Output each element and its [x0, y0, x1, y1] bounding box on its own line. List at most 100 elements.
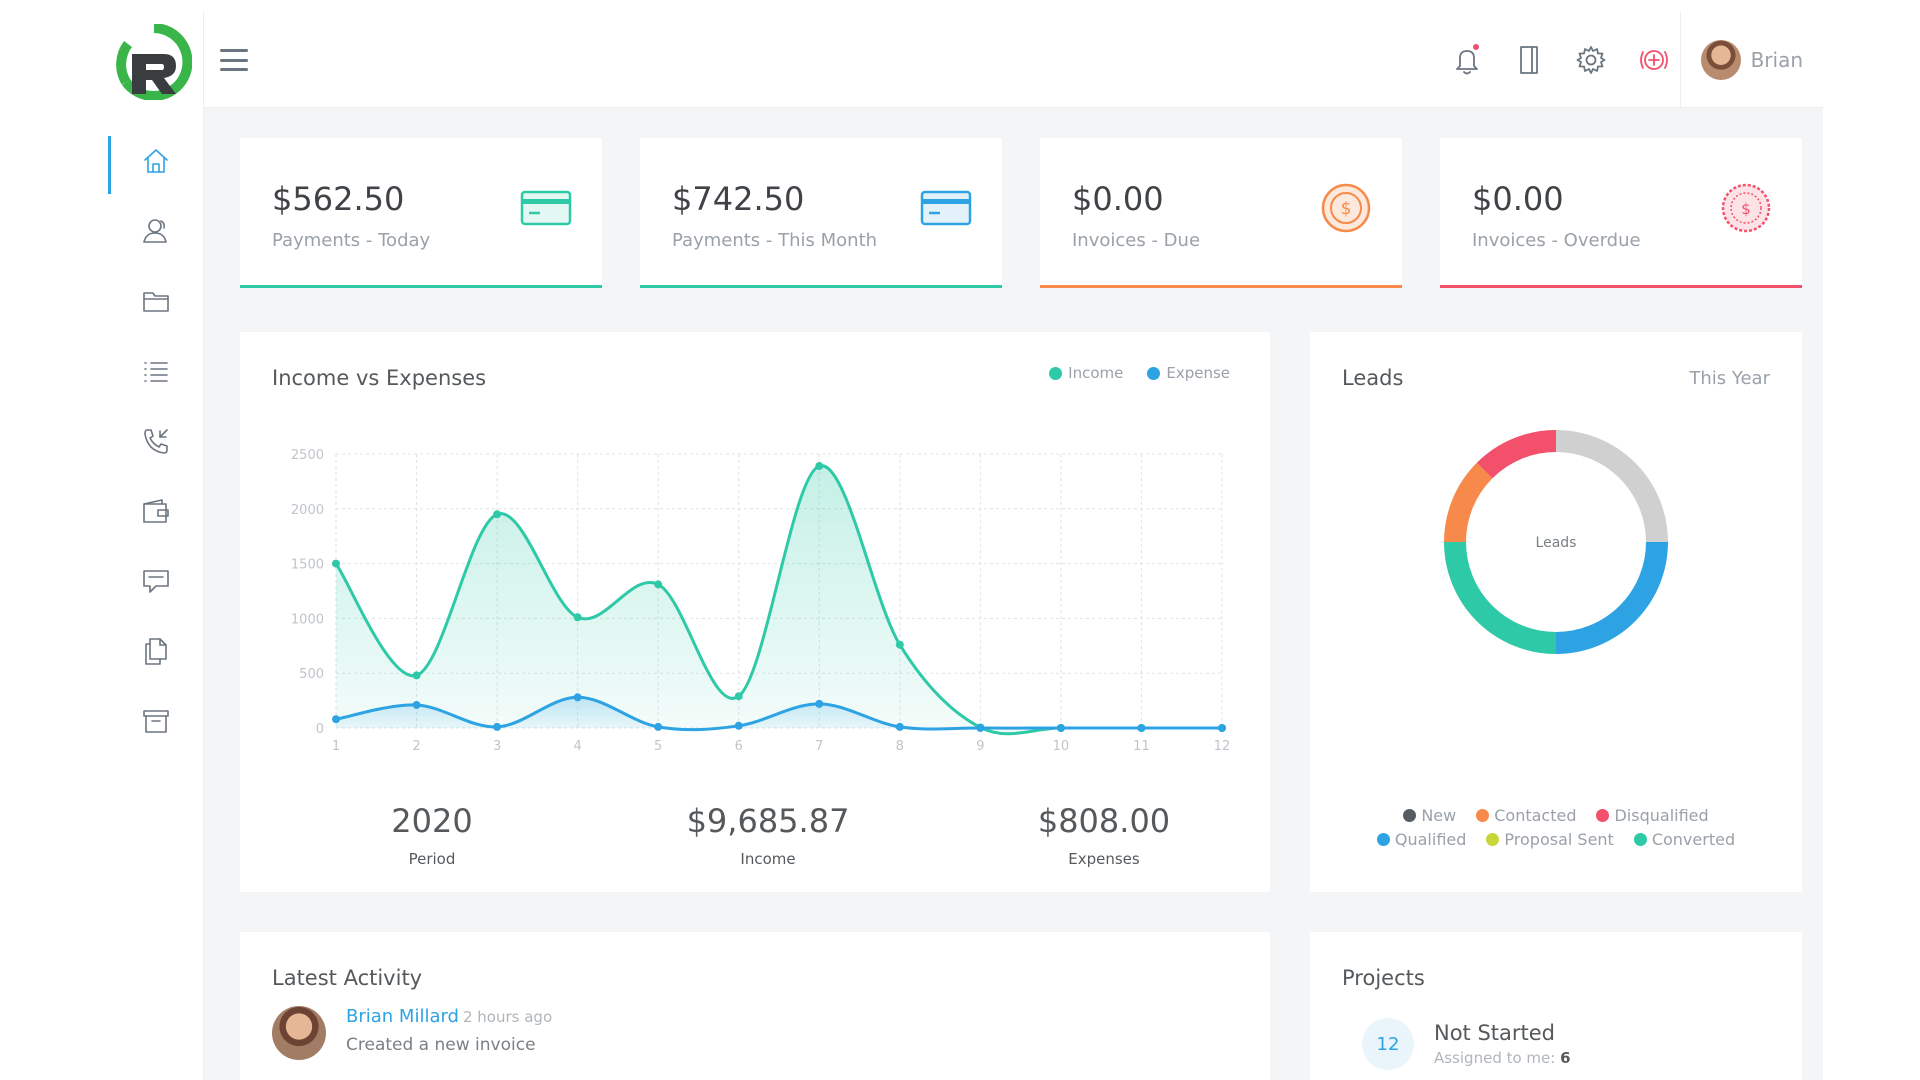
home-icon [144, 149, 168, 173]
data-point-expense [734, 721, 743, 730]
data-point-expense [1218, 724, 1226, 732]
summary-income: $9,685.87 Income [618, 802, 918, 868]
nav-item-calls[interactable] [108, 406, 204, 476]
app-logo[interactable] [116, 23, 193, 101]
notes-button[interactable] [1509, 40, 1549, 80]
y-tick-label: 500 [299, 667, 324, 682]
data-point-expense [1137, 724, 1146, 732]
series-line-income [334, 464, 1222, 736]
summary-value: $9,685.87 [686, 802, 850, 840]
archive-icon [143, 710, 169, 733]
stat-card-invoices-overdue[interactable]: $0.00 Invoices - Overdue $ [1440, 138, 1802, 288]
notifications-button[interactable] [1447, 40, 1487, 80]
summary-label: Period [408, 850, 456, 868]
legend-item-income[interactable]: Income [1049, 364, 1123, 382]
panel-title: Latest Activity [272, 966, 423, 990]
support-button[interactable] [1633, 40, 1673, 80]
y-tick-label: 1500 [291, 558, 324, 573]
donut-slice-unlabeled [1555, 430, 1668, 543]
nav-item-customers[interactable] [108, 196, 204, 266]
data-point-expense [654, 722, 663, 731]
settings-button[interactable] [1571, 40, 1611, 80]
data-point-income [895, 640, 904, 649]
x-tick-label: 5 [654, 739, 662, 754]
phone-incoming-icon [144, 429, 168, 454]
documents-icon [145, 638, 167, 665]
legend-item-converted[interactable]: Converted [1633, 830, 1735, 849]
nav-item-messages[interactable] [108, 546, 204, 616]
gear-icon [1576, 46, 1606, 74]
donut-slice-qualified [1555, 541, 1668, 654]
leads-donut-chart: Leads [1444, 430, 1668, 654]
legend-item-proposal-sent[interactable]: Proposal Sent [1486, 830, 1614, 849]
data-point-expense [976, 724, 985, 732]
data-point-expense [1056, 724, 1065, 732]
x-tick-label: 4 [573, 739, 581, 754]
donut-slice-converted [1444, 541, 1557, 654]
folder-icon [143, 292, 169, 312]
x-tick-label: 3 [493, 739, 501, 754]
data-point-income [734, 692, 743, 701]
user-name: Brian [1750, 48, 1803, 72]
nav-item-archive[interactable] [108, 686, 204, 756]
stat-card-payments-month[interactable]: $742.50 Payments - This Month [640, 138, 1002, 288]
nav-item-projects[interactable] [108, 266, 204, 336]
x-tick-label: 11 [1133, 739, 1150, 754]
project-status-item[interactable]: 12 Not Started Assigned to me: 6 [1362, 1018, 1571, 1070]
legend-item-new[interactable]: New [1403, 806, 1456, 825]
nav-item-finance[interactable] [108, 476, 204, 546]
sidebar [108, 12, 204, 1080]
legend-item-expense[interactable]: Expense [1147, 364, 1230, 382]
summary-label: Expenses [1068, 850, 1140, 868]
data-point-income [654, 580, 663, 589]
y-tick-label: 1000 [291, 612, 324, 627]
bell-icon [1456, 50, 1478, 75]
avatar [1700, 40, 1741, 80]
data-point-expense [815, 699, 824, 708]
legend-item-disqualified[interactable]: Disqualified [1596, 806, 1709, 825]
stat-amount: $742.50 [672, 180, 805, 218]
data-point-expense [895, 722, 904, 731]
data-point-income [573, 613, 582, 622]
panel-title: Projects [1342, 966, 1425, 990]
y-tick-label: 2000 [291, 503, 324, 518]
notebook-icon [1520, 46, 1538, 74]
summary-label: Income [740, 850, 796, 868]
nav-item-tasks[interactable] [108, 336, 204, 406]
stat-label: Invoices - Due [1072, 230, 1201, 251]
credit-card-icon [920, 190, 972, 226]
legend-item-qualified[interactable]: Qualified [1376, 830, 1466, 849]
summary-period: 2020 Period [282, 802, 582, 868]
projects-panel: Projects 12 Not Started Assigned to me: … [1310, 932, 1802, 1080]
stat-amount: $0.00 [1472, 180, 1564, 218]
legend-item-contacted[interactable]: Contacted [1476, 806, 1576, 825]
dollar-coin-icon: $ [1321, 183, 1371, 233]
svg-text:$: $ [1741, 200, 1751, 218]
panel-title: Income vs Expenses [272, 366, 487, 390]
x-tick-label: 12 [1214, 739, 1231, 754]
user-menu[interactable]: Brian [1700, 40, 1803, 80]
stat-label: Payments - Today [272, 230, 431, 251]
sidebar-nav [108, 126, 204, 756]
stat-card-invoices-due[interactable]: $0.00 Invoices - Due $ [1040, 138, 1402, 288]
project-count-badge: 12 [1362, 1018, 1414, 1070]
project-assigned: Assigned to me: 6 [1434, 1049, 1571, 1067]
stat-label: Invoices - Overdue [1472, 230, 1641, 251]
y-tick-label: 0 [316, 722, 324, 737]
nav-item-files[interactable] [108, 616, 204, 686]
x-tick-label: 10 [1053, 739, 1070, 754]
stat-card-payments-today[interactable]: $562.50 Payments - Today [240, 138, 602, 288]
leads-period-filter[interactable]: This Year [1689, 368, 1770, 389]
income-expenses-panel: Income vs Expenses Income Expense 0 500 10… [240, 332, 1270, 892]
chart-legend: Income Expense [1049, 364, 1230, 382]
data-point-expense [412, 700, 421, 709]
leads-legend-row-2: Qualified Proposal Sent Converted [1310, 830, 1802, 849]
credit-card-icon [520, 190, 572, 226]
project-status-title: Not Started [1434, 1021, 1556, 1045]
menu-toggle-button[interactable] [220, 46, 248, 74]
donut-slice-contacted [1444, 462, 1493, 543]
activity-item: Brian Millard 2 hours ago Created a new i… [272, 1006, 552, 1060]
activity-user-link[interactable]: Brian Millard [346, 1006, 459, 1027]
nav-item-home[interactable] [108, 126, 204, 196]
